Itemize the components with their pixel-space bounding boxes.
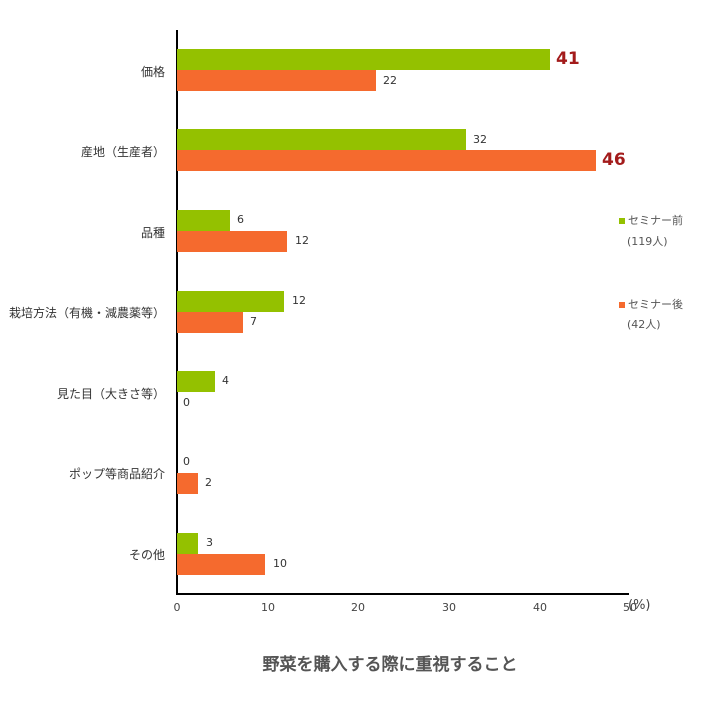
value-label: 7: [250, 315, 257, 328]
value-label: 12: [292, 294, 306, 307]
category-label: 産地（生産者）: [80, 145, 165, 159]
legend-swatch-green: [619, 218, 625, 224]
chart-title: 野菜を購入する際に重視すること: [262, 655, 518, 675]
bar-after: [177, 231, 287, 252]
legend-item-before: セミナー前: [619, 212, 683, 228]
value-label: 3: [206, 536, 213, 549]
bar-before: [177, 291, 284, 312]
legend-count-before: (119人): [627, 235, 668, 248]
bar-before: [177, 210, 230, 231]
legend-count-after: (42人): [627, 318, 661, 331]
value-label: 32: [473, 133, 487, 146]
x-tick: 10: [261, 601, 275, 614]
value-label: 0: [183, 455, 190, 468]
x-tick: 50: [623, 601, 637, 614]
category-label: 価格: [140, 65, 165, 79]
category-label: ポップ等商品紹介: [68, 467, 165, 481]
value-label: 2: [205, 476, 212, 489]
legend-swatch-orange: [619, 302, 625, 308]
bar-before: [177, 533, 198, 554]
category-label: その他: [128, 548, 165, 562]
legend-item-after: セミナー後: [619, 296, 683, 312]
bar-before: [177, 49, 550, 70]
bar-after: [177, 554, 265, 575]
bar-after: [177, 70, 376, 91]
x-tick: 40: [533, 601, 547, 614]
bar-before: [177, 371, 215, 392]
value-label: 4: [222, 374, 229, 387]
value-label: 22: [383, 74, 397, 87]
category-label: 品種: [140, 226, 165, 240]
value-label: 12: [295, 234, 309, 247]
value-label: 46: [602, 150, 626, 170]
x-axis-line: [176, 593, 629, 595]
bar-after: [177, 473, 198, 494]
y-axis-line: [176, 30, 178, 593]
category-label: 栽培方法（有機・減農薬等）: [8, 306, 165, 320]
value-label: 0: [183, 396, 190, 409]
x-tick: 0: [173, 601, 181, 614]
bar-after: [177, 312, 243, 333]
value-label: 6: [237, 213, 244, 226]
x-tick: 20: [351, 601, 365, 614]
x-unit-label: (%): [628, 598, 651, 613]
x-tick: 30: [442, 601, 456, 614]
bar-before: [177, 129, 466, 150]
value-label: 10: [273, 557, 287, 570]
category-label: 見た目（大きさ等）: [56, 387, 165, 401]
value-label: 41: [556, 49, 580, 69]
bar-after: [177, 150, 596, 171]
